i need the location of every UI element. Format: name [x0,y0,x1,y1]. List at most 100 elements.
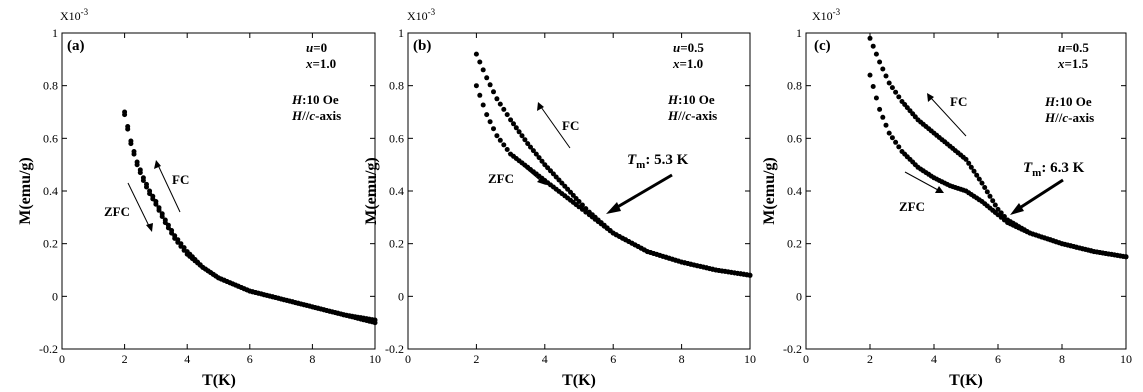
x-axis-label: T(K) [949,372,983,389]
zfc-point [497,137,503,143]
fc-point [877,59,883,65]
y-tick-label: 0.6 [389,131,404,145]
param-x: x=1.0 [672,56,703,71]
fc-point [963,156,969,162]
zfc-point [893,139,899,145]
panel-a: X10-3 0 2 4 6 8 10 -0.200.20.40.60.81 T(K) M(… [17,7,381,389]
y-tick-label: 0.4 [389,184,404,198]
zfc-point [172,235,178,241]
zfc-point [169,230,175,236]
x-tick-label: 10 [744,352,756,366]
zfc-point [134,162,140,168]
x-tick-label: 2 [867,352,873,366]
zfc-arrow [904,171,944,193]
fc-point [530,148,536,154]
param-field: H:10 Oe [667,92,715,107]
fc-point [893,89,899,95]
fc-point [484,75,490,81]
fc-label: FC [562,118,579,133]
zfc-point [504,147,510,152]
x-tick-label: 4 [931,352,937,366]
y-tick-label: 0.4 [787,184,802,198]
zfc-arrow [127,182,153,232]
zfc-point [144,184,149,190]
fc-arrow [537,102,571,149]
fc-point [525,141,531,147]
x-tick-label: 6 [995,352,1001,366]
fc-point [539,158,545,164]
zfc-label: ZFC [899,199,925,214]
param-x: x=1.0 [305,56,336,71]
fc-point [504,112,510,118]
zfc-point [883,122,889,128]
plot-frame [407,32,751,350]
zfc-point [372,320,378,326]
y-tick-label: 0.2 [43,237,58,251]
zfc-arrow [507,152,546,185]
zfc-point [491,126,496,132]
zfc-point [501,142,507,148]
param-x: x=1.5 [1057,56,1089,71]
y-multiplier-label: X10-3 [812,7,841,23]
x-tick-label: 6 [610,352,616,366]
x-tick-label: 10 [369,352,381,366]
fc-point [491,89,496,95]
zfc-point [159,214,165,219]
fc-point [987,193,993,199]
y-tick-label: 1 [398,26,404,40]
x-tick-label: 6 [247,352,253,366]
fc-point [501,106,507,112]
zfc-point [880,114,886,120]
zfc-point [140,178,146,183]
plot-frame [61,32,376,350]
data-markers [473,51,753,278]
tm-label: Tm: 5.3 K [627,152,689,171]
y-tick-label: 0.6 [43,131,58,145]
fc-point [497,101,503,107]
x-tick-label: 2 [122,352,128,366]
x-tick-label: 2 [473,352,479,366]
fc-point [477,59,483,65]
tm-label: Tm: 6.3 K [1023,160,1085,179]
y-tick-label: 0.2 [787,237,802,251]
zfc-point [477,92,483,98]
param-orientation: H//c-axis [291,108,341,123]
y-tick-label: 0.2 [389,237,404,251]
fc-point [867,35,873,41]
y-tick-label: 0.8 [787,79,802,93]
x-tick-label: 8 [1059,352,1065,366]
zfc-point [896,144,902,150]
y-tick-label: 0.8 [43,79,58,93]
fc-point [982,185,988,190]
x-tick-label: 0 [405,352,411,366]
fc-point [984,189,990,195]
param-orientation: H//c-axis [667,108,717,123]
y-tick-label: -0.2 [783,342,802,356]
tm-arrow [1010,178,1064,215]
y-tick-label: 0.4 [43,184,58,198]
x-tick-label: 4 [542,352,548,366]
zfc-point [579,206,585,212]
zfc-point [181,247,187,253]
x-tick-label: 4 [184,352,190,366]
panel-c: X10-3 0 2 4 6 8 10 -0.200.20.40.60.81 T(K) M(… [761,7,1132,389]
y-tick-label: 0.6 [787,131,802,145]
zfc-point [147,191,153,197]
fc-point [528,144,533,150]
fc-point [511,121,516,127]
y-tick-label: -0.2 [385,342,404,356]
x-tick-labels: 0 2 4 6 8 10 [803,352,1132,366]
zfc-point [137,170,143,176]
zfc-point [480,102,486,108]
x-tick-label: 10 [1120,352,1132,366]
fc-point [494,96,500,102]
zfc-label: ZFC [104,204,130,219]
zfc-point [1123,254,1129,260]
y-tick-labels: -0.2 0 0.2 0.4 0.6 0.8 1 [783,26,802,356]
zfc-point [162,220,168,226]
zfc-point [125,126,131,132]
zfc-point [867,72,873,78]
fc-point [480,67,486,73]
zfc-point [131,151,137,157]
y-tick-label: 0 [398,289,404,303]
